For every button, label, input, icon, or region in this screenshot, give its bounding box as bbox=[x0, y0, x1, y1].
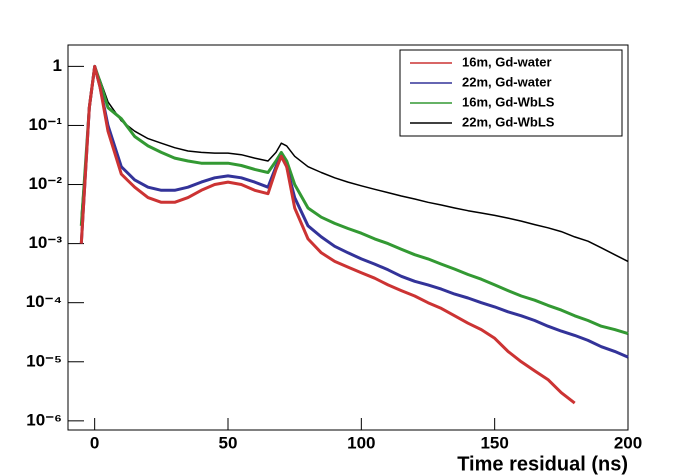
y-tick-label: 10⁻² bbox=[28, 174, 62, 193]
x-tick-label: 50 bbox=[219, 433, 238, 452]
legend-label: 16m, Gd-WbLS bbox=[462, 94, 555, 109]
y-tick-label: 10⁻⁶ bbox=[26, 410, 62, 429]
y-tick-label: 10⁻⁵ bbox=[26, 351, 62, 370]
y-tick-label: 10⁻³ bbox=[28, 233, 62, 252]
series-line bbox=[80, 65, 629, 263]
plot-frame bbox=[67, 44, 629, 431]
legend-box bbox=[399, 49, 623, 137]
y-tick-label: 1 bbox=[53, 56, 62, 75]
x-tick-label: 100 bbox=[347, 433, 375, 452]
legend-label: 22m, Gd-water bbox=[462, 74, 552, 89]
series-line bbox=[79, 64, 629, 336]
legend-label: 16m, Gd-water bbox=[462, 54, 552, 69]
x-tick-label: 0 bbox=[90, 433, 99, 452]
y-tick-label: 10⁻¹ bbox=[28, 115, 62, 134]
series-line bbox=[79, 64, 629, 359]
x-tick-label: 200 bbox=[614, 433, 642, 452]
x-tick-label: 150 bbox=[480, 433, 508, 452]
series-line bbox=[79, 64, 576, 405]
y-tick-label: 10⁻⁴ bbox=[26, 292, 62, 311]
legend-label: 22m, Gd-WbLS bbox=[462, 114, 555, 129]
x-axis-label: Time residual (ns) bbox=[457, 453, 628, 475]
